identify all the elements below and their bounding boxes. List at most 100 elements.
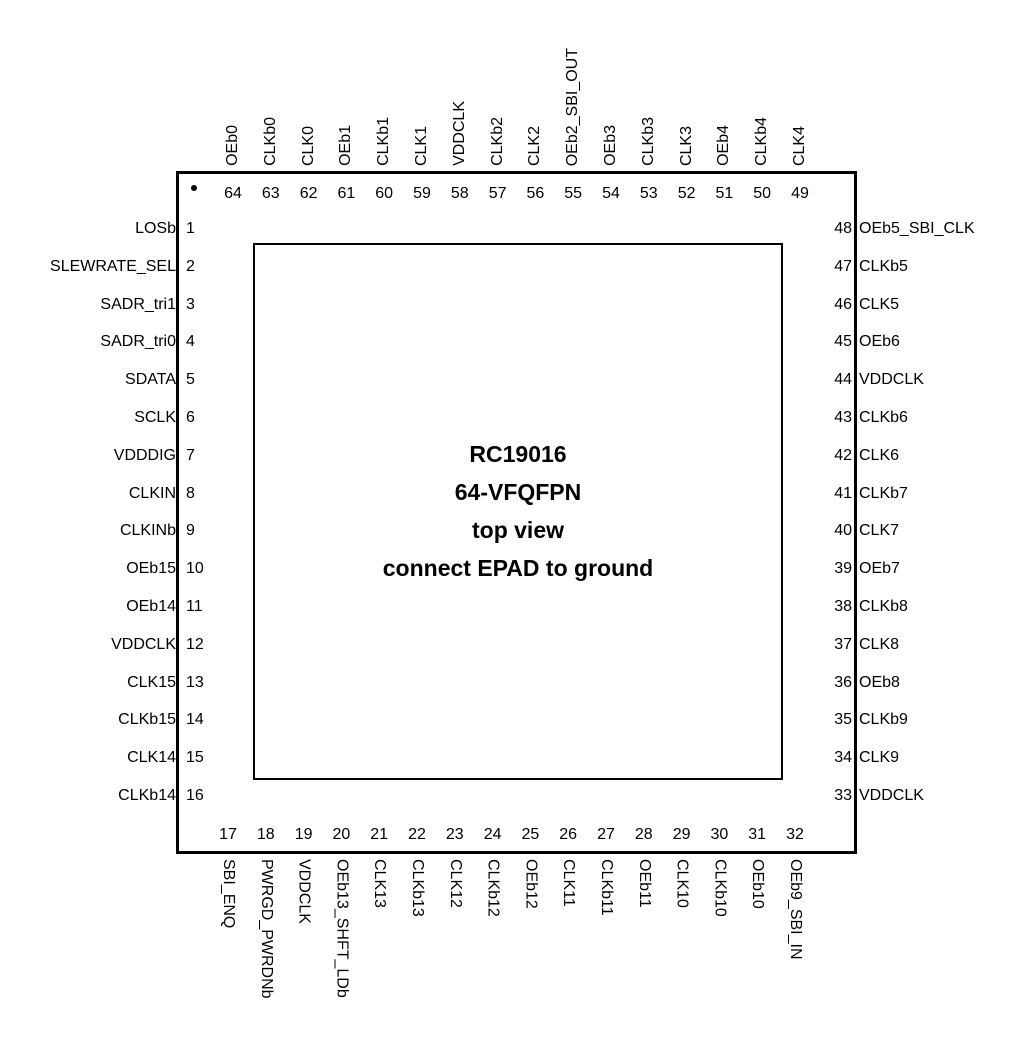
pin-number-36: 36 <box>834 673 852 691</box>
pin-number-31: 31 <box>748 826 767 843</box>
pin-number-60: 60 <box>375 185 394 202</box>
pin-number-53: 53 <box>639 185 658 202</box>
pin-number-5: 5 <box>186 371 195 389</box>
pin-name-35: CLKb9 <box>859 711 908 729</box>
pin-number-27: 27 <box>597 826 615 843</box>
pin-name-42: CLK6 <box>859 446 900 464</box>
view-label: top view <box>471 517 564 543</box>
pin-name-36: OEb8 <box>859 673 900 691</box>
pin-number-61: 61 <box>337 185 356 202</box>
epad-note: connect EPAD to ground <box>382 555 654 581</box>
pin-name-1: LOSb <box>135 220 176 237</box>
pin-name-51: OEb4 <box>715 125 733 166</box>
pin-name-13: CLK15 <box>127 673 176 691</box>
pin-number-37: 37 <box>834 635 852 653</box>
pin-name-24: CLKb12 <box>484 859 502 917</box>
pin-name-22: CLKb13 <box>409 859 426 917</box>
pin-number-3: 3 <box>186 295 195 313</box>
pin-name-43: CLKb6 <box>859 409 908 426</box>
pin-name-47: CLKb5 <box>859 257 908 275</box>
pin-name-29: CLK10 <box>673 859 691 908</box>
pin-number-47: 47 <box>834 257 852 275</box>
pin-number-16: 16 <box>186 787 204 804</box>
pin-name-33: VDDCLK <box>859 787 924 804</box>
pin-name-10: OEb15 <box>126 560 176 578</box>
pin-name-6: SCLK <box>134 409 176 426</box>
pin-number-44: 44 <box>834 371 852 389</box>
pin-number-50: 50 <box>753 185 772 202</box>
pin-name-59: CLK1 <box>413 125 430 166</box>
pin-number-46: 46 <box>834 295 852 313</box>
pin-number-34: 34 <box>834 749 852 767</box>
pin-name-39: OEb7 <box>859 560 900 578</box>
pin-number-48: 48 <box>834 220 852 237</box>
pin-name-46: CLK5 <box>859 295 900 313</box>
pin-number-58: 58 <box>450 185 469 202</box>
pin-name-50: CLKb4 <box>753 117 771 166</box>
pin-number-23: 23 <box>445 826 464 843</box>
pin-number-55: 55 <box>564 185 583 202</box>
pin-number-33: 33 <box>834 787 852 804</box>
pin-name-40: CLK7 <box>859 522 900 540</box>
pin-name-48: OEb5_SBI_CLK <box>859 220 975 237</box>
pin-number-18: 18 <box>256 826 275 843</box>
pin-number-9: 9 <box>186 522 195 540</box>
pin-name-64: OEb0 <box>224 125 241 166</box>
pin-number-8: 8 <box>186 484 195 502</box>
pin-name-55: OEb2_SBI_OUT <box>564 47 582 166</box>
pin-number-30: 30 <box>710 826 729 843</box>
pin-name-54: OEb3 <box>602 125 619 166</box>
pin-number-45: 45 <box>834 333 852 351</box>
package-name: 64-VFQFPN <box>454 479 582 505</box>
pin-name-21: CLK13 <box>371 859 389 908</box>
pin-number-11: 11 <box>186 598 203 615</box>
pin-name-23: CLK12 <box>446 859 464 908</box>
pin-number-17: 17 <box>219 826 237 843</box>
pin-number-41: 41 <box>834 484 852 502</box>
pin-number-4: 4 <box>186 333 195 351</box>
pin-name-38: CLKb8 <box>859 598 908 615</box>
pin-name-20: OEb13_SHFT_LDb <box>333 859 351 998</box>
pin-number-40: 40 <box>834 522 852 540</box>
pin-name-18: PWRGD_PWRDNb <box>257 859 275 999</box>
pin-name-41: CLKb7 <box>859 484 908 502</box>
package-outline <box>176 171 857 854</box>
pin-name-58: VDDCLK <box>450 101 468 166</box>
pin-name-31: OEb10 <box>749 859 767 909</box>
pin-name-34: CLK9 <box>859 749 900 767</box>
pin-name-60: CLKb1 <box>375 117 393 166</box>
pin-name-3: SADR_tri1 <box>100 295 176 313</box>
pin-name-12: VDDCLK <box>111 635 176 653</box>
pin-number-15: 15 <box>186 749 204 767</box>
pin-number-54: 54 <box>602 185 620 202</box>
pin-number-43: 43 <box>834 409 852 426</box>
pin-name-32: OEb9_SBI_IN <box>787 859 804 960</box>
pin-number-62: 62 <box>299 185 318 202</box>
pin-name-19: VDDCLK <box>295 859 313 924</box>
pin-number-22: 22 <box>408 826 426 843</box>
pin-name-49: CLK4 <box>791 125 808 166</box>
pin-name-7: VDDDIG <box>113 446 176 464</box>
pin-number-12: 12 <box>186 635 204 653</box>
pin-number-51: 51 <box>715 185 734 202</box>
pin-name-2: SLEWRATE_SEL <box>50 257 176 275</box>
pin-name-26: CLK11 <box>560 859 578 907</box>
pin-number-35: 35 <box>834 711 852 729</box>
pin-number-56: 56 <box>526 185 545 202</box>
pin-number-28: 28 <box>634 826 653 843</box>
pin1-indicator-dot <box>191 185 197 191</box>
pin-name-5: SDATA <box>125 371 176 389</box>
pin-number-2: 2 <box>186 257 195 275</box>
pin-number-24: 24 <box>483 826 502 843</box>
pin-name-56: CLK2 <box>526 125 544 166</box>
pin-number-52: 52 <box>677 185 696 202</box>
pin-number-20: 20 <box>332 826 351 843</box>
pin-number-38: 38 <box>834 598 852 615</box>
pin-name-44: VDDCLK <box>859 371 924 389</box>
pin-name-15: CLK14 <box>127 749 176 767</box>
part-number: RC19016 <box>469 441 567 467</box>
pin-number-10: 10 <box>186 560 204 578</box>
pin-name-27: CLKb11 <box>598 859 615 916</box>
pin-name-53: CLKb3 <box>639 117 657 166</box>
exposed-pad <box>253 243 783 780</box>
